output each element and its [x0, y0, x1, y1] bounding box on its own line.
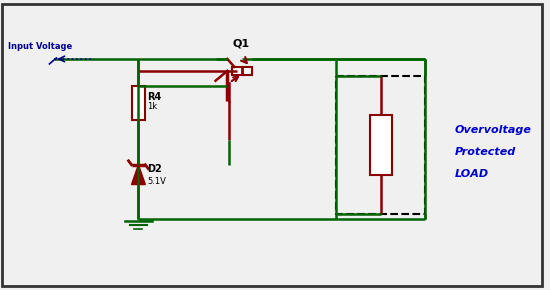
Text: 1k: 1k [147, 102, 157, 111]
Text: Q1: Q1 [232, 38, 250, 48]
Bar [370, 115, 392, 175]
Text: LOAD: LOAD [455, 169, 489, 179]
Text: D2: D2 [147, 164, 162, 174]
Text: Overvoltage: Overvoltage [455, 125, 532, 135]
Bar [232, 67, 252, 75]
Text: R4: R4 [147, 92, 162, 102]
Polygon shape [131, 165, 145, 184]
Text: Input Voltage: Input Voltage [8, 42, 72, 51]
Text: Protected: Protected [455, 147, 516, 157]
Text: 5.1V: 5.1V [147, 177, 166, 186]
Bar [131, 86, 145, 120]
Bar [336, 76, 425, 214]
